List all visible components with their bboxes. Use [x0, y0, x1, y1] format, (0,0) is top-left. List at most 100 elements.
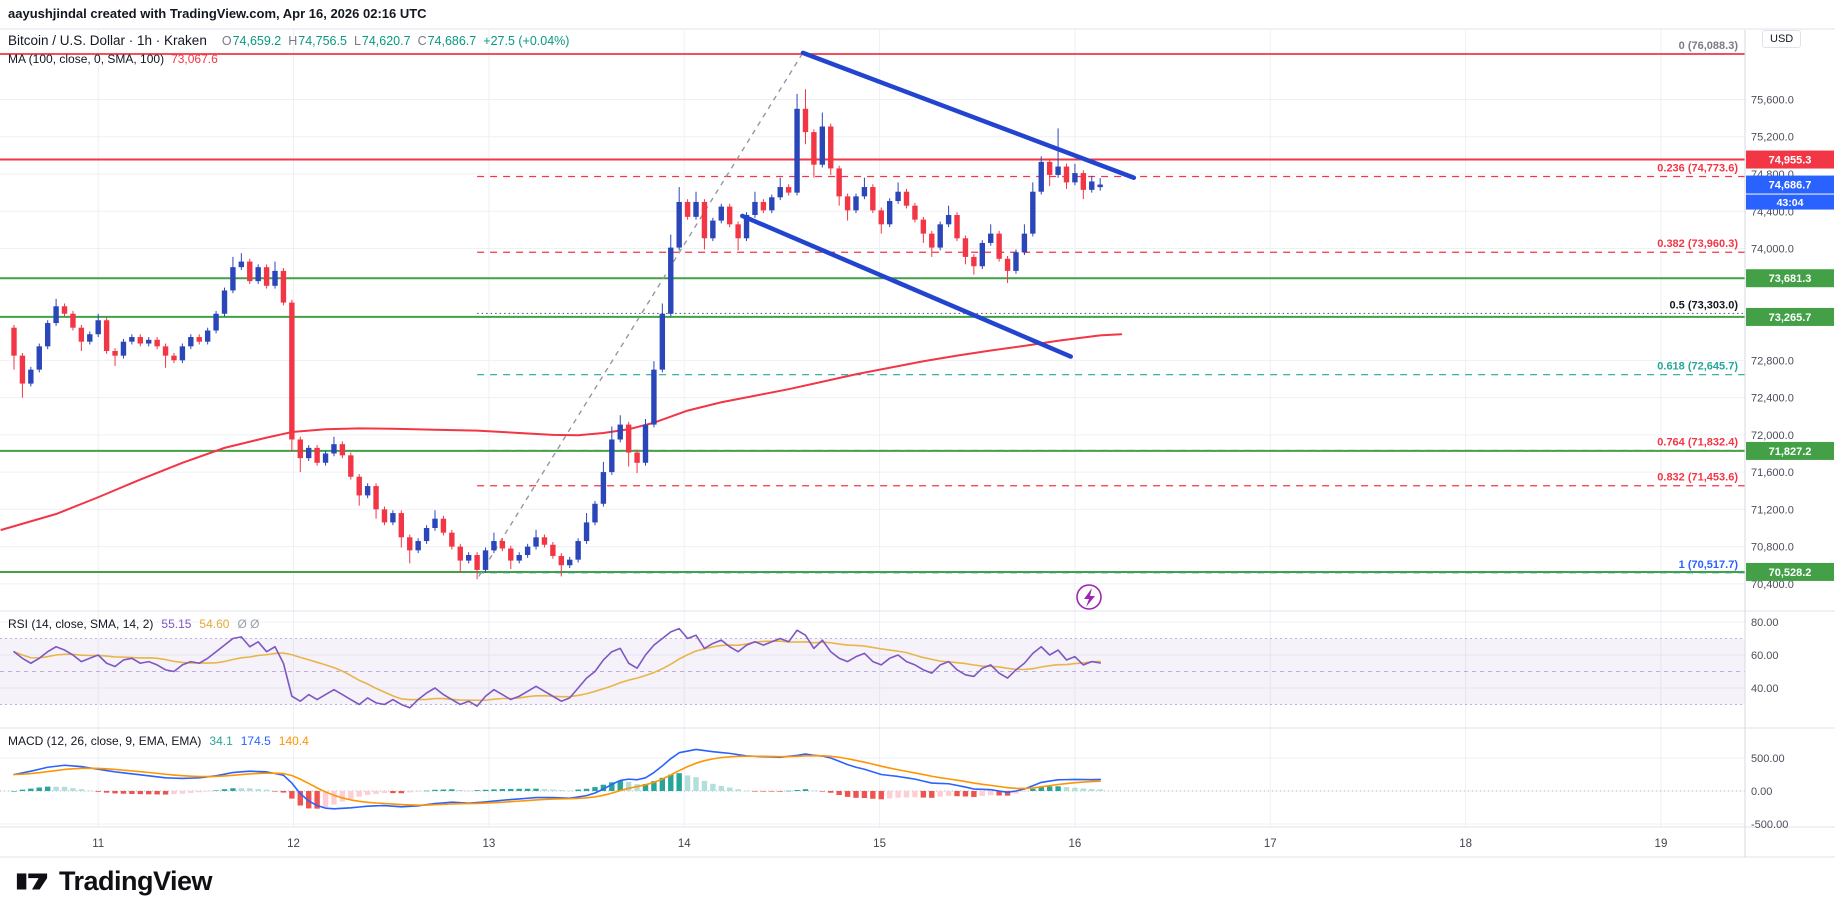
- candle-body: [196, 337, 202, 342]
- rsi-tick-label: 60.00: [1751, 650, 1779, 662]
- macd-histogram-bar: [903, 791, 910, 798]
- macd-histogram-bar: [221, 789, 228, 791]
- currency-toggle[interactable]: USD: [1762, 30, 1802, 48]
- candle-body: [819, 126, 826, 165]
- price-tick-label: 70,400.0: [1751, 579, 1794, 591]
- tradingview-logo[interactable]: TradingView: [14, 864, 213, 898]
- candle-body: [491, 541, 497, 551]
- macd-histogram-bar: [440, 789, 447, 791]
- macd-signal-value: 140.4: [278, 734, 309, 748]
- candle-body: [1072, 173, 1078, 183]
- time-axis[interactable]: [0, 827, 1745, 857]
- macd-histogram-bar: [272, 791, 278, 792]
- candle-body: [373, 486, 379, 510]
- candle-body: [339, 444, 346, 456]
- candle-body: [988, 233, 994, 243]
- macd-histogram-bar: [289, 791, 295, 799]
- candle-body: [272, 270, 278, 286]
- macd-histogram-bar: [407, 791, 413, 793]
- macd-histogram-bar: [516, 788, 522, 791]
- macd-histogram-bar: [634, 784, 640, 791]
- candle-body: [36, 346, 42, 370]
- macd-histogram-bar: [617, 780, 623, 791]
- macd-histogram-bar: [853, 791, 859, 798]
- low-label: L: [353, 34, 361, 48]
- price-axis[interactable]: [1745, 30, 1835, 857]
- macd-histogram-bar: [499, 789, 506, 791]
- candle-body: [853, 196, 859, 211]
- macd-line: [13, 748, 1101, 810]
- candle-body: [659, 313, 666, 370]
- macd-histogram-bar: [255, 789, 261, 791]
- dashed-trend-line: [478, 53, 803, 577]
- trendline: [800, 50, 1137, 180]
- fib-level-label: 0.5 (73,303.0): [1670, 299, 1739, 311]
- candle-body: [802, 108, 809, 133]
- price-tick-label: 70,800.0: [1751, 542, 1794, 554]
- macd-histogram-bar: [954, 791, 960, 797]
- ma-indicator-legend[interactable]: MA (100, close, 0, SMA, 100) 73,067.6: [8, 52, 218, 66]
- candle-body: [103, 320, 110, 352]
- candle-body: [962, 238, 969, 257]
- candle-body: [204, 330, 211, 342]
- symbol-legend[interactable]: Bitcoin / U.S. Dollar · 1h · Kraken O74,6…: [8, 33, 569, 48]
- macd-histogram-bar: [693, 777, 699, 791]
- candle-body: [550, 544, 556, 556]
- high-label: H: [288, 34, 298, 48]
- macd-histogram-bar: [238, 788, 245, 791]
- macd-histogram-bar: [1021, 791, 1028, 792]
- macd-histogram-bar: [70, 788, 76, 791]
- candle-body: [95, 320, 101, 335]
- candle-body: [1046, 161, 1053, 175]
- price-tag-text: 74,955.3: [1769, 155, 1812, 167]
- macd-histogram-bar: [474, 790, 480, 791]
- candle-body: [78, 327, 85, 342]
- symbol-title[interactable]: Bitcoin / U.S. Dollar · 1h · Kraken: [8, 33, 207, 48]
- macd-histogram-bar: [306, 791, 312, 809]
- candle-body: [583, 522, 590, 542]
- macd-histogram-bar: [1097, 789, 1103, 791]
- price-tag: [1746, 562, 1834, 581]
- candle-body: [238, 261, 245, 268]
- fib-level-label: 0 (76,088.3): [1679, 40, 1739, 52]
- price-tag-text: 70,528.2: [1769, 567, 1812, 579]
- macd-histogram-bar: [996, 791, 1002, 796]
- price-tag: [1746, 269, 1834, 288]
- candle-body: [954, 214, 960, 239]
- candle-body: [870, 187, 876, 211]
- macd-histogram-bar: [1013, 791, 1019, 794]
- candle-body: [508, 548, 514, 561]
- candle-body: [567, 559, 573, 566]
- macd-histogram-bar: [230, 788, 236, 791]
- macd-histogram-bar: [415, 791, 421, 792]
- macd-label: MACD (12, 26, close, 9, EMA, EMA): [8, 734, 202, 748]
- macd-histogram-bar: [819, 791, 826, 792]
- candle-body: [886, 201, 893, 225]
- macd-histogram-bar: [844, 791, 851, 797]
- macd-histogram-bar: [331, 791, 337, 805]
- macd-histogram-bar: [659, 777, 666, 791]
- time-tick-label: 17: [1264, 838, 1277, 850]
- fib-level-label: 1 (70,517.7): [1679, 559, 1739, 571]
- macd-histogram-bar: [701, 780, 708, 791]
- macd-indicator-legend[interactable]: MACD (12, 26, close, 9, EMA, EMA) 34.1 174…: [8, 734, 309, 748]
- macd-tick-label: 0.00: [1751, 786, 1772, 798]
- macd-histogram-bar: [651, 781, 657, 791]
- price-tick-label: 75,200.0: [1751, 132, 1794, 144]
- countdown-tag: [1746, 194, 1834, 210]
- macd-histogram-bar: [802, 789, 809, 791]
- fib-level-label: 0.764 (71,832.4): [1657, 436, 1738, 448]
- time-tick-label: 19: [1655, 838, 1668, 850]
- price-tag-text: 73,265.7: [1769, 312, 1812, 324]
- attribution-text: aayushjindal created with TradingView.co…: [8, 6, 427, 21]
- rsi-bands-values: Ø Ø: [237, 617, 260, 631]
- candle-body: [449, 532, 455, 547]
- candle-body: [920, 219, 927, 234]
- rsi-indicator-legend[interactable]: RSI (14, close, SMA, 14, 2) 55.15 54.60 Ø Ø: [8, 617, 259, 631]
- macd-histogram-bar: [348, 791, 354, 799]
- macd-histogram-bar: [642, 783, 649, 791]
- candle-body: [1021, 233, 1028, 253]
- macd-signal-line: [13, 754, 1101, 806]
- candle-body: [937, 224, 943, 248]
